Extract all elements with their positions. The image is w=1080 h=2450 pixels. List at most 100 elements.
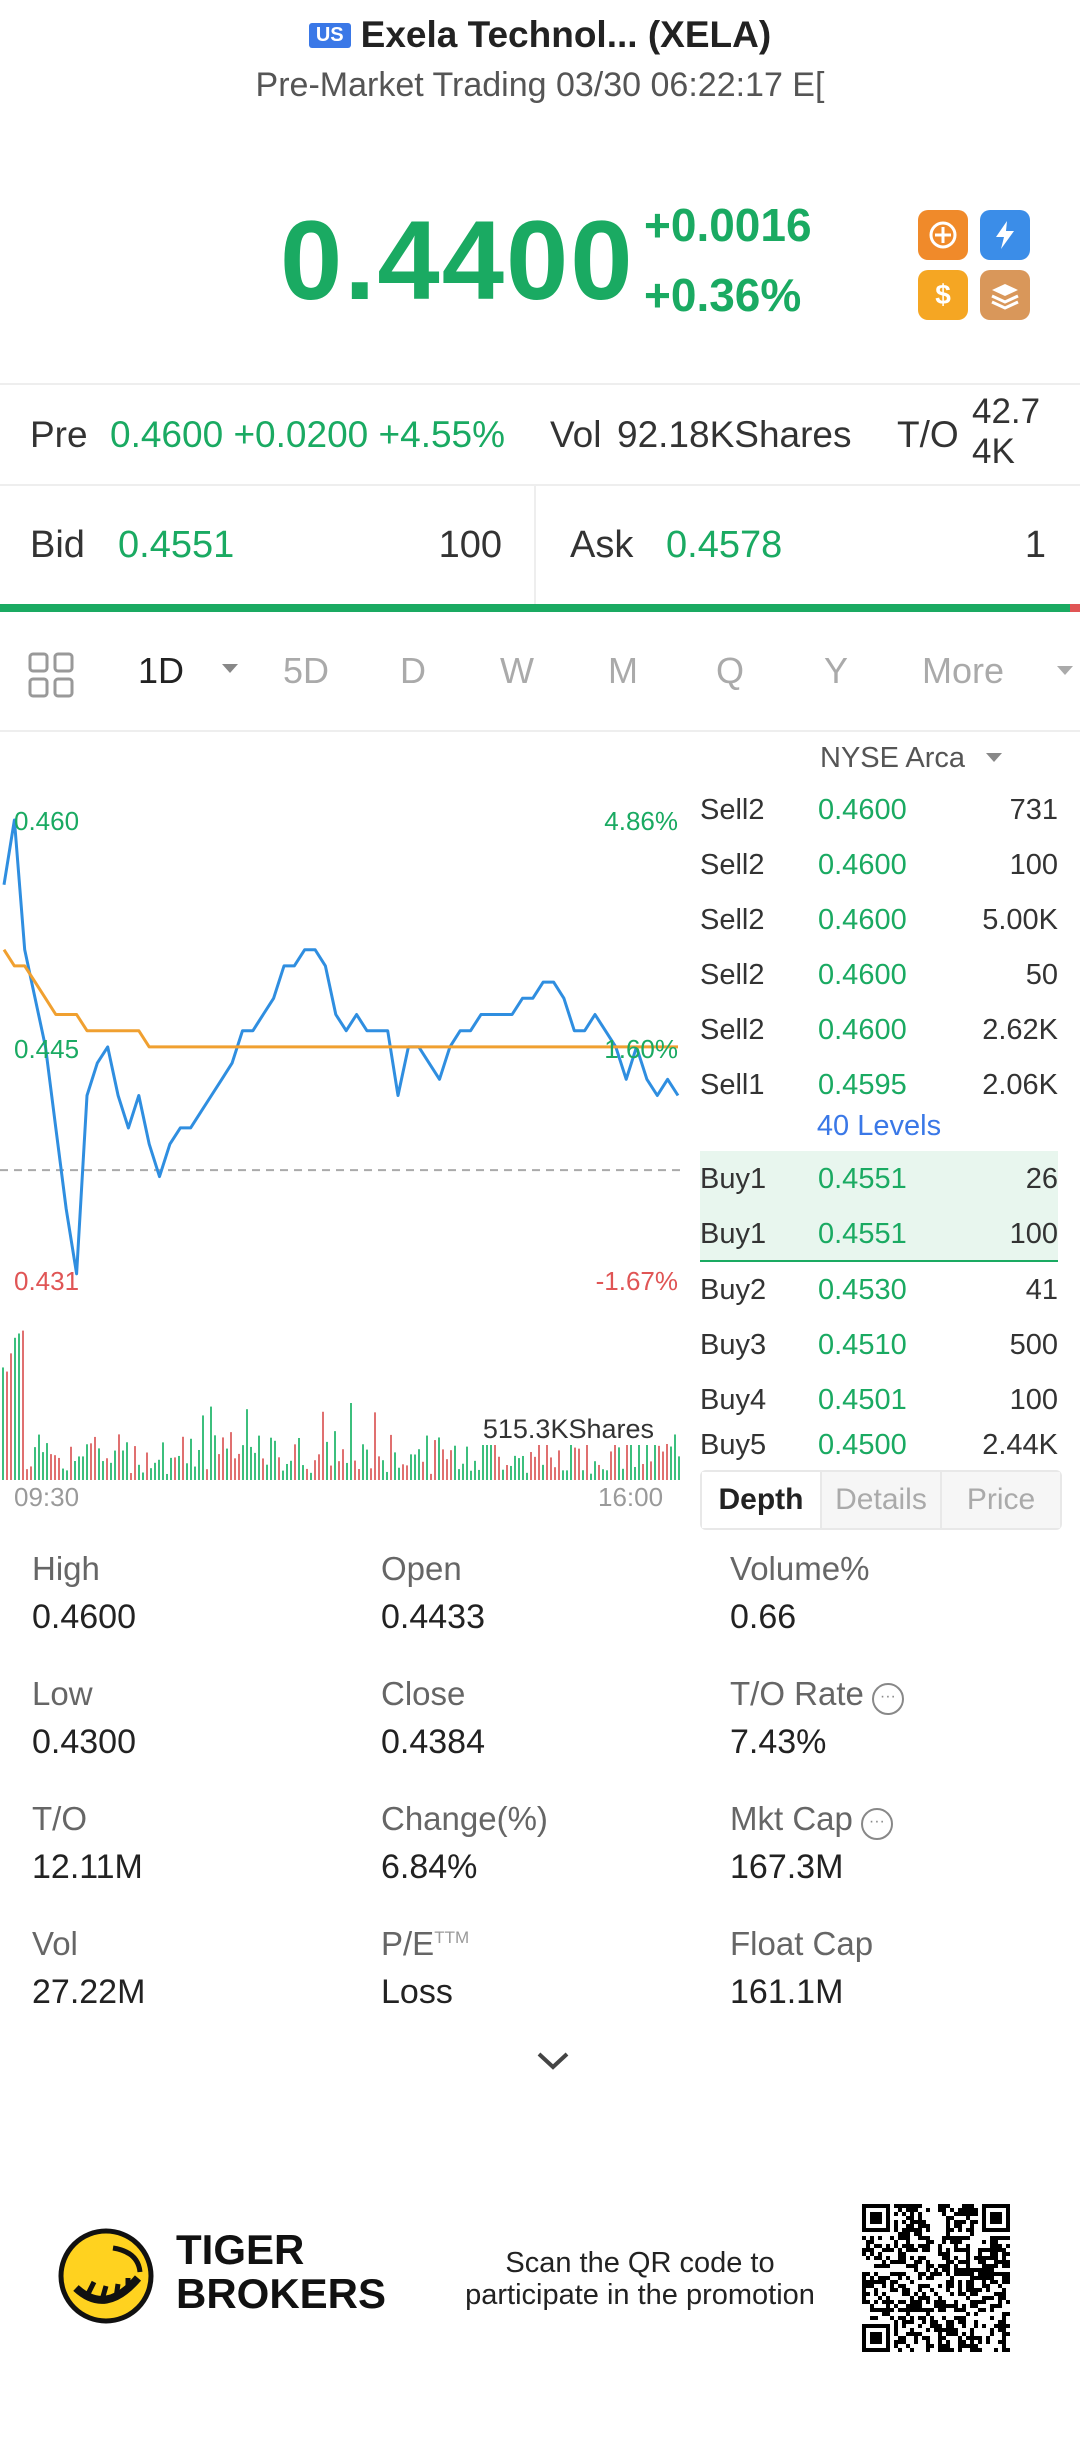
- orderbook-row[interactable]: Buy2 0.4530 41: [700, 1262, 1058, 1317]
- qr-module: [970, 2212, 974, 2216]
- volume-bar: [310, 1472, 312, 1480]
- tab-year[interactable]: Y: [824, 650, 849, 691]
- orderbook-row[interactable]: Sell2 0.4600 100: [700, 837, 1058, 892]
- grid-icon[interactable]: [28, 652, 74, 703]
- qr-module: [946, 2204, 950, 2208]
- qr-module: [918, 2232, 922, 2236]
- qr-module: [946, 2268, 950, 2272]
- qr-module: [898, 2348, 902, 2352]
- flash-app-icon[interactable]: [980, 210, 1030, 260]
- qr-module: [958, 2272, 962, 2276]
- stat-label-mkt-cap: Mkt Cap ···: [730, 1800, 893, 1840]
- tab-price[interactable]: Price: [942, 1472, 1060, 1528]
- qr-module: [918, 2304, 922, 2308]
- qr-module: [946, 2284, 950, 2288]
- tab-details[interactable]: Details: [822, 1472, 940, 1528]
- orderbook-row[interactable]: Buy4 0.4501 100: [700, 1372, 1058, 1427]
- qr-module: [930, 2344, 934, 2348]
- intraday-chart[interactable]: 0.460 0.445 0.431 4.86% 1.60% -1.67% 515…: [0, 790, 684, 1490]
- pct-label-mid: 1.60%: [604, 1034, 678, 1064]
- chevron-down-icon[interactable]: [220, 662, 240, 681]
- qr-module: [970, 2332, 974, 2336]
- stat-label-pe-sup: TTM: [434, 1928, 470, 1947]
- tab-5d[interactable]: 5D: [283, 650, 330, 691]
- tab-depth[interactable]: Depth: [702, 1472, 820, 1528]
- tab-month[interactable]: M: [608, 650, 638, 691]
- tab-quarter[interactable]: Q: [716, 650, 745, 691]
- volume-bar: [230, 1432, 232, 1480]
- volume-bar: [170, 1457, 172, 1480]
- stack-app-icon[interactable]: [980, 270, 1030, 320]
- qr-module: [982, 2272, 986, 2276]
- orderbook-row[interactable]: Buy5 0.4500 2.44K: [700, 1417, 1058, 1472]
- qr-module: [946, 2236, 950, 2240]
- qr-module: [926, 2264, 930, 2268]
- qr-module: [918, 2260, 922, 2264]
- orderbook-row[interactable]: Sell2 0.4600 2.62K: [700, 1002, 1058, 1057]
- more-chevron-icon[interactable]: [1056, 664, 1074, 682]
- qr-module: [990, 2296, 994, 2300]
- qr-module: [870, 2236, 874, 2240]
- orderbook-row[interactable]: Buy1 0.4551 100: [700, 1206, 1058, 1261]
- qr-module: [898, 2284, 902, 2288]
- qr-module: [962, 2236, 966, 2240]
- qr-module: [994, 2292, 998, 2296]
- qr-module: [1006, 2276, 1010, 2280]
- qr-module: [890, 2284, 894, 2288]
- orderbook-row[interactable]: Sell1 0.4595 2.06K: [700, 1057, 1058, 1112]
- bid-ask-row[interactable]: Bid 0.4551 100 Ask 0.4578 1: [0, 486, 1080, 604]
- volume-bar: [558, 1450, 560, 1480]
- qr-module: [962, 2208, 966, 2212]
- ob-price: 0.4501: [818, 1384, 907, 1416]
- tab-1d[interactable]: 1D: [138, 650, 185, 691]
- qr-module: [902, 2336, 906, 2340]
- qr-module: [866, 2300, 870, 2304]
- qr-module: [934, 2304, 938, 2308]
- qr-module: [870, 2304, 874, 2308]
- dollar-app-icon[interactable]: $: [918, 270, 968, 320]
- qr-code: [862, 2204, 1010, 2352]
- levels-link[interactable]: 40 Levels: [816, 1110, 942, 1142]
- volume-bar: [82, 1456, 84, 1480]
- exchange-selector[interactable]: NYSE Arca: [820, 742, 1003, 775]
- qr-module: [958, 2260, 962, 2264]
- expand-chevron-icon[interactable]: [536, 2050, 570, 2077]
- swap-app-icon[interactable]: [918, 210, 968, 260]
- volume-bar: [50, 1454, 52, 1480]
- info-icon[interactable]: ···: [871, 1683, 904, 1715]
- qr-module: [954, 2224, 958, 2228]
- qr-module: [910, 2348, 914, 2352]
- period-tabs: 1D 5D D W M Q Y More: [0, 612, 1080, 730]
- qr-module: [950, 2208, 954, 2212]
- qr-module: [914, 2336, 918, 2340]
- info-icon[interactable]: ···: [860, 1808, 893, 1840]
- tab-day[interactable]: D: [400, 650, 426, 691]
- qr-module: [886, 2300, 890, 2304]
- qr-module: [978, 2300, 982, 2304]
- volume-bar: [446, 1459, 448, 1480]
- qr-module: [990, 2308, 994, 2312]
- chart-canvas[interactable]: [0, 790, 684, 1490]
- qr-module: [954, 2304, 958, 2308]
- orderbook-row[interactable]: Buy3 0.4510 500: [700, 1317, 1058, 1372]
- orderbook-row[interactable]: Sell2 0.4600 50: [700, 947, 1058, 1002]
- volume-bar: [398, 1467, 400, 1480]
- tab-week[interactable]: W: [500, 650, 534, 691]
- stat-label-close: Close: [381, 1675, 466, 1712]
- qr-module: [974, 2268, 978, 2272]
- ob-label: Sell1: [700, 1069, 765, 1101]
- qr-module: [994, 2248, 998, 2252]
- orderbook-row[interactable]: Buy1 0.4551 26: [700, 1151, 1058, 1206]
- volume-bar: [590, 1473, 592, 1480]
- volume-bar: [302, 1465, 304, 1480]
- qr-module: [926, 2308, 930, 2312]
- qr-module: [994, 2236, 998, 2240]
- tab-more[interactable]: More: [922, 650, 1005, 691]
- qr-module: [942, 2240, 946, 2244]
- orderbook-row[interactable]: Sell2 0.4600 731: [700, 782, 1058, 837]
- bid-label: Bid: [30, 524, 85, 566]
- qr-module: [958, 2288, 962, 2292]
- qr-module: [962, 2292, 966, 2296]
- qr-module: [938, 2324, 942, 2328]
- orderbook-row[interactable]: Sell2 0.4600 5.00K: [700, 892, 1058, 947]
